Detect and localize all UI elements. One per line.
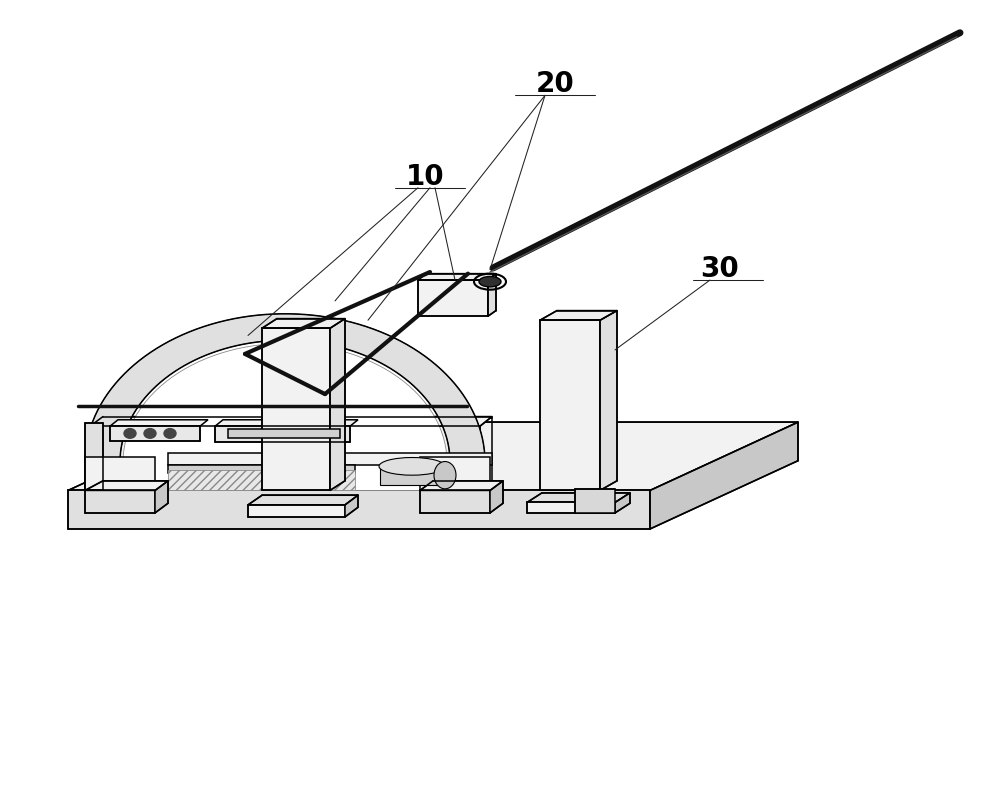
Polygon shape [155,481,168,513]
Polygon shape [490,481,503,513]
Polygon shape [418,274,496,281]
Circle shape [124,429,136,439]
Polygon shape [380,467,445,485]
Polygon shape [527,503,615,513]
Ellipse shape [379,458,445,476]
Polygon shape [85,457,155,491]
Text: 10: 10 [406,163,444,190]
Text: 20: 20 [536,71,574,98]
Polygon shape [85,481,168,491]
Polygon shape [615,493,630,513]
Polygon shape [527,493,630,503]
Polygon shape [420,457,490,491]
Polygon shape [420,481,503,491]
Circle shape [164,429,176,439]
Polygon shape [123,344,447,491]
Ellipse shape [479,277,501,288]
Polygon shape [68,423,798,491]
Polygon shape [248,496,358,505]
Circle shape [144,429,156,439]
Polygon shape [650,423,798,529]
Polygon shape [168,453,492,465]
Polygon shape [110,427,200,441]
Polygon shape [420,491,490,513]
Polygon shape [168,465,355,473]
Polygon shape [85,423,103,491]
Polygon shape [575,489,615,513]
Polygon shape [90,425,155,491]
Polygon shape [248,505,345,517]
Polygon shape [262,319,345,329]
Polygon shape [600,311,617,491]
Polygon shape [420,425,480,491]
Polygon shape [215,420,358,427]
Polygon shape [85,491,155,513]
Polygon shape [68,491,650,529]
Polygon shape [262,329,330,491]
Text: 30: 30 [701,255,739,282]
Polygon shape [420,481,492,491]
Polygon shape [540,321,600,491]
Polygon shape [90,417,492,427]
Polygon shape [215,427,350,443]
Polygon shape [228,430,340,439]
Polygon shape [488,274,496,317]
Polygon shape [345,496,358,517]
Polygon shape [168,471,355,491]
Ellipse shape [434,462,456,489]
Polygon shape [110,420,208,427]
Polygon shape [85,314,485,463]
Polygon shape [418,281,488,317]
Polygon shape [540,311,617,321]
Polygon shape [90,481,168,491]
Polygon shape [330,319,345,491]
